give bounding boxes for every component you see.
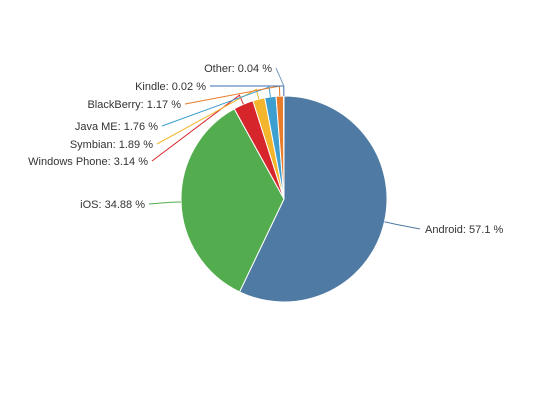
data-label-blackberry: BlackBerry: 1.17 % — [87, 99, 181, 111]
leader-line-windows-phone — [151, 94, 244, 162]
data-label-ios: iOS: 34.88 % — [80, 199, 145, 211]
data-label-other: Other: 0.04 % — [204, 63, 272, 75]
leader-line-other — [275, 67, 285, 96]
data-label-symbian: Symbian: 1.89 % — [70, 139, 153, 151]
data-label-java-me: Java ME: 1.76 % — [75, 121, 158, 133]
data-labels: Android: 57.1 % iOS: 34.88 % Windows Phone… — [28, 63, 503, 236]
pie-slice-ios[interactable] — [180, 108, 285, 293]
pie-slices — [180, 95, 388, 303]
label-leader-lines — [148, 67, 421, 230]
data-label-android: Android: 57.1 % — [425, 224, 503, 236]
leader-line-symbian — [156, 88, 260, 145]
leader-line-android — [384, 221, 421, 230]
leader-line-java-me — [161, 86, 271, 127]
data-label-windows-phone: Windows Phone: 3.14 % — [28, 156, 148, 168]
leader-line-ios — [148, 201, 182, 205]
data-label-kindle: Kindle: 0.02 % — [135, 81, 206, 93]
